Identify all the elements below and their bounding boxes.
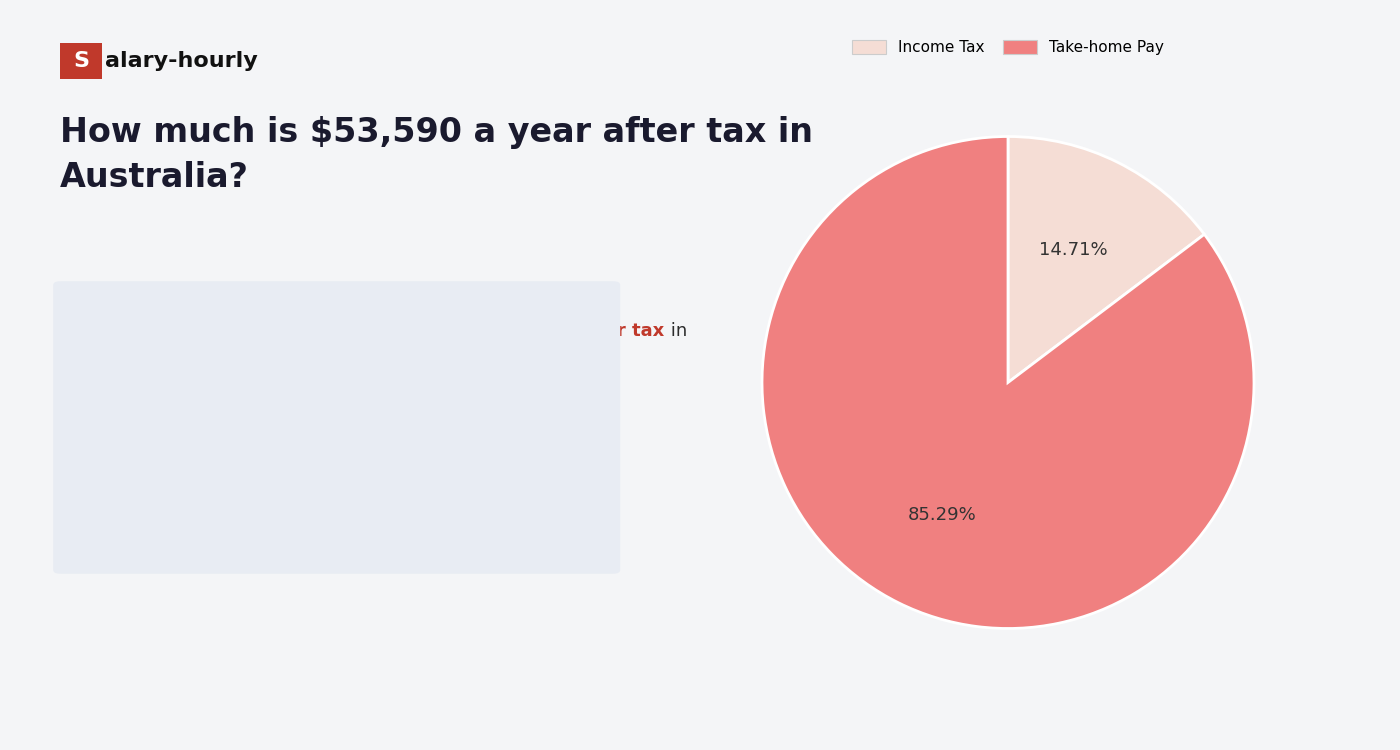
Text: $45,707 after tax: $45,707 after tax <box>489 322 665 340</box>
Text: 85.29%: 85.29% <box>907 506 977 524</box>
Text: •  Take-home pay: $45,707: • Take-home pay: $45,707 <box>108 519 351 537</box>
Text: S: S <box>73 51 90 70</box>
Text: alary-hourly: alary-hourly <box>105 51 258 70</box>
Text: 14.71%: 14.71% <box>1039 242 1109 260</box>
Legend: Income Tax, Take-home Pay: Income Tax, Take-home Pay <box>846 34 1170 62</box>
Text: How much is $53,590 a year after tax in
Australia?: How much is $53,590 a year after tax in … <box>60 116 813 194</box>
Text: •  Income Tax: $7,883: • Income Tax: $7,883 <box>108 473 307 491</box>
Text: A Yearly salary of $53,590 is approximately: A Yearly salary of $53,590 is approximat… <box>91 322 489 340</box>
Text: •  Gross pay: $53,590: • Gross pay: $53,590 <box>108 427 304 445</box>
Wedge shape <box>1008 136 1204 382</box>
Text: Australia for a resident.: Australia for a resident. <box>91 376 304 394</box>
Wedge shape <box>762 136 1254 628</box>
Text: in: in <box>665 322 687 340</box>
